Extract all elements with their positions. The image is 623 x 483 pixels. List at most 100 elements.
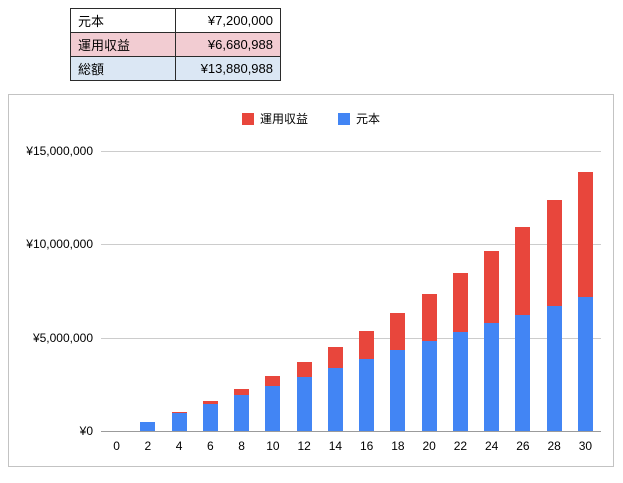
y-axis-tick-label: ¥5,000,000 xyxy=(33,331,93,345)
table-row-principal: 元本 ¥7,200,000 xyxy=(71,9,281,33)
bar-segment-returns xyxy=(422,294,437,341)
bar-segment-returns xyxy=(328,347,343,368)
total-label: 総額 xyxy=(71,57,176,81)
x-axis-tick-label: 30 xyxy=(570,439,601,453)
x-axis-tick-label: 22 xyxy=(445,439,476,453)
bar-stack xyxy=(203,401,218,431)
bar-segment-principal xyxy=(297,377,312,431)
bar-stack xyxy=(297,362,312,431)
returns-value: ¥6,680,988 xyxy=(176,33,281,57)
bar-segment-returns xyxy=(297,362,312,377)
x-axis-tick-label: 6 xyxy=(195,439,226,453)
bar-segment-principal xyxy=(547,306,562,431)
bar-segment-returns xyxy=(578,172,593,297)
bar-segment-principal xyxy=(578,297,593,431)
x-axis-tick-label: 2 xyxy=(132,439,163,453)
bar-stack xyxy=(359,331,374,431)
bar-segment-principal xyxy=(328,368,343,431)
bar-stack xyxy=(390,313,405,431)
x-axis-tick-label: 14 xyxy=(320,439,351,453)
page: 元本 ¥7,200,000 運用収益 ¥6,680,988 総額 ¥13,880… xyxy=(0,8,623,467)
bar-column xyxy=(226,151,257,431)
principal-value: ¥7,200,000 xyxy=(176,9,281,33)
bar-segment-returns xyxy=(390,313,405,350)
bar-column xyxy=(132,151,163,431)
bar-column xyxy=(539,151,570,431)
x-axis-tick-label: 8 xyxy=(226,439,257,453)
principal-label: 元本 xyxy=(71,9,176,33)
table-row-total: 総額 ¥13,880,988 xyxy=(71,57,281,81)
bar-segment-principal xyxy=(234,395,249,431)
bar-stack xyxy=(328,347,343,431)
chart-panel: 運用収益 元本 ¥0 ¥5,000,000 ¥10,000,000 ¥15,000,0… xyxy=(8,94,614,467)
y-axis-tick-label: ¥15,000,000 xyxy=(26,144,93,158)
bar-column xyxy=(320,151,351,431)
x-axis-tick-label: 20 xyxy=(414,439,445,453)
returns-legend-label: 運用収益 xyxy=(260,110,308,127)
bar-segment-principal xyxy=(265,386,280,431)
legend-item-returns: 運用収益 xyxy=(242,110,308,127)
bar-segment-principal xyxy=(515,315,530,431)
bar-segment-returns xyxy=(547,200,562,305)
x-axis-tick-label: 18 xyxy=(382,439,413,453)
bar-column xyxy=(195,151,226,431)
bar-column xyxy=(382,151,413,431)
bar-segment-principal xyxy=(203,404,218,431)
bar-segment-principal xyxy=(172,413,187,431)
bar-segment-principal xyxy=(390,350,405,431)
bar-column xyxy=(445,151,476,431)
x-axis-line xyxy=(101,431,601,432)
legend-item-principal: 元本 xyxy=(338,110,380,127)
bars xyxy=(101,151,601,431)
bar-stack xyxy=(515,227,530,431)
bar-stack xyxy=(453,273,468,431)
bar-stack xyxy=(172,412,187,431)
bar-stack xyxy=(140,422,155,431)
bar-stack xyxy=(422,294,437,431)
x-axis-tick-label: 0 xyxy=(101,439,132,453)
bar-segment-returns xyxy=(359,331,374,360)
principal-legend-label: 元本 xyxy=(356,110,380,127)
returns-legend-swatch xyxy=(242,113,254,125)
bar-segment-returns xyxy=(453,273,468,332)
bar-column xyxy=(289,151,320,431)
bar-segment-principal xyxy=(140,422,155,431)
y-axis: ¥0¥5,000,000¥10,000,000¥15,000,000 xyxy=(9,151,93,431)
bar-segment-returns xyxy=(515,227,530,315)
bar-column xyxy=(570,151,601,431)
bar-column xyxy=(101,151,132,431)
bar-stack xyxy=(265,376,280,431)
bar-column xyxy=(414,151,445,431)
x-axis-tick-label: 4 xyxy=(164,439,195,453)
bar-column xyxy=(164,151,195,431)
bar-segment-principal xyxy=(484,323,499,431)
bar-stack xyxy=(578,172,593,431)
summary-table: 元本 ¥7,200,000 運用収益 ¥6,680,988 総額 ¥13,880… xyxy=(70,8,281,81)
x-axis-tick-label: 16 xyxy=(351,439,382,453)
bar-column xyxy=(257,151,288,431)
bar-segment-returns xyxy=(484,251,499,324)
x-axis-tick-label: 10 xyxy=(257,439,288,453)
x-axis-tick-label: 26 xyxy=(507,439,538,453)
bar-segment-principal xyxy=(422,341,437,431)
plot-area xyxy=(101,151,601,431)
bar-segment-returns xyxy=(265,376,280,386)
returns-label: 運用収益 xyxy=(71,33,176,57)
total-value: ¥13,880,988 xyxy=(176,57,281,81)
bar-stack xyxy=(547,200,562,431)
bar-stack xyxy=(234,389,249,431)
y-axis-tick-label: ¥10,000,000 xyxy=(26,237,93,251)
bar-column xyxy=(476,151,507,431)
chart-legend: 運用収益 元本 xyxy=(9,110,613,127)
bar-stack xyxy=(484,251,499,431)
table-row-returns: 運用収益 ¥6,680,988 xyxy=(71,33,281,57)
principal-legend-swatch xyxy=(338,113,350,125)
y-axis-tick-label: ¥0 xyxy=(80,424,93,438)
x-axis-tick-label: 12 xyxy=(289,439,320,453)
x-axis-tick-label: 24 xyxy=(476,439,507,453)
bar-column xyxy=(507,151,538,431)
x-axis-tick-label: 28 xyxy=(539,439,570,453)
bar-segment-principal xyxy=(359,359,374,431)
bar-segment-principal xyxy=(453,332,468,431)
